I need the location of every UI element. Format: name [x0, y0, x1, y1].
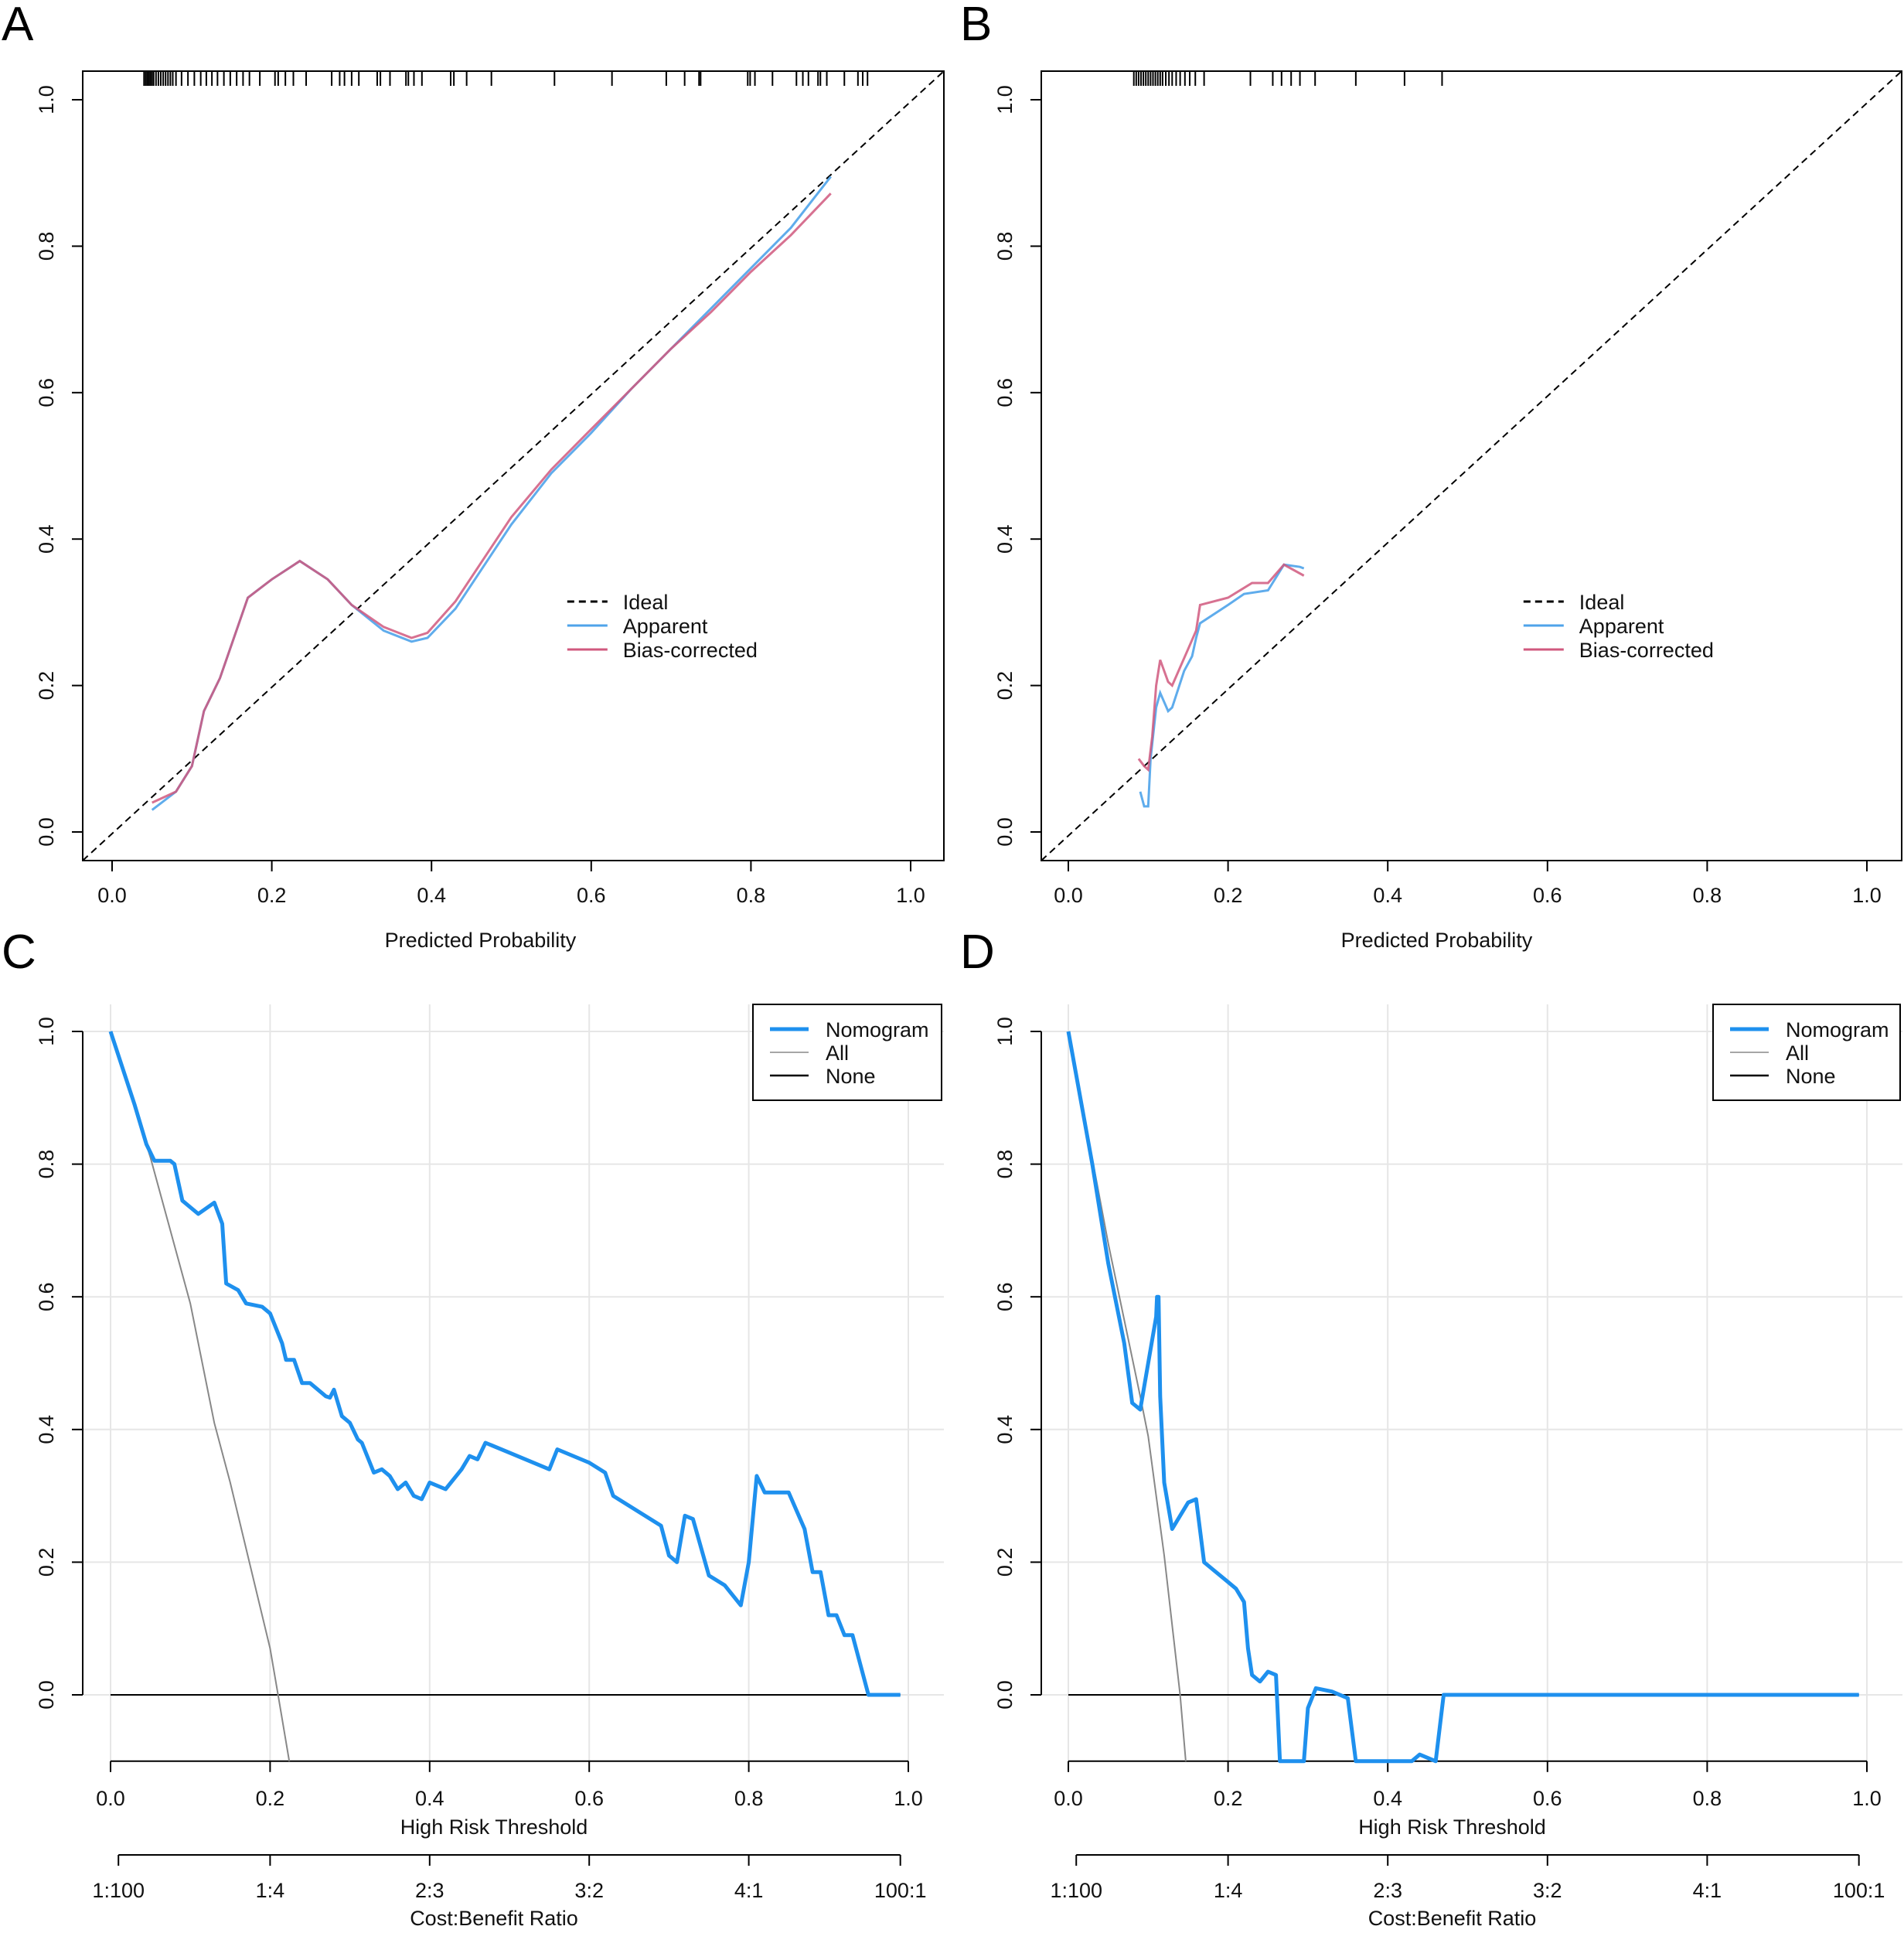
x-axis-title: Predicted Probability	[1341, 929, 1533, 952]
x-tick-label: 0.8	[737, 884, 766, 907]
legend-label: Bias-corrected	[623, 639, 758, 662]
bias-corrected-line	[152, 193, 832, 804]
ideal-line	[1041, 70, 1902, 861]
x-tick-label: 1.0	[1852, 884, 1882, 907]
x-axis-title: Predicted Probability	[385, 929, 577, 952]
plot-box	[1041, 70, 1902, 861]
panel-c: C 0.0 0.2 0.4 0.6 0.8 1.0 0.0 0.2 0.4 0.6 0.8 1.0 Hig…	[2, 926, 944, 1930]
panel-a: A 0.0 0.2 0.4 0.6 0.8 1.0 0.0 0.2 0.4 0.6 0.8 1.0 Pre…	[2, 0, 945, 952]
y-tick-label: 0.6	[35, 1282, 58, 1311]
y-tick-label: 0.0	[993, 817, 1017, 847]
y-tick-label: 0.0	[35, 1680, 58, 1710]
cost-benefit-tick-label: 1:100	[1050, 1879, 1102, 1902]
nomogram-line	[108, 1031, 901, 1697]
legend-label: Ideal	[623, 591, 669, 614]
panel-letter: A	[2, 0, 34, 51]
cost-benefit-tick-label: 100:1	[874, 1879, 927, 1902]
y-tick-label: 0.4	[35, 524, 58, 554]
legend-label: All	[1786, 1042, 1809, 1065]
x-tick-label: 0.6	[1533, 1787, 1562, 1810]
y-tick-label: 1.0	[993, 1017, 1017, 1046]
legend-label: Apparent	[1579, 615, 1664, 638]
y-tick-label: 1.0	[993, 85, 1017, 114]
x-tick-label: 0.2	[1214, 1787, 1243, 1810]
panel-letter: B	[960, 0, 992, 51]
cost-benefit-tick-label: 4:1	[1693, 1879, 1722, 1902]
plot-box	[82, 70, 945, 861]
y-tick-label: 0.2	[993, 671, 1017, 701]
x-tick-label: 0.4	[415, 1787, 444, 1810]
cost-benefit-tick-label: 3:2	[574, 1879, 604, 1902]
legend-label: Nomogram	[1786, 1018, 1889, 1042]
x-tick-label: 0.8	[1693, 1787, 1722, 1810]
legend-label: All	[826, 1042, 849, 1065]
apparent-line	[151, 176, 832, 811]
y-tick-label: 0.8	[35, 232, 58, 261]
y-tick-label: 1.0	[35, 85, 58, 114]
legend-label: Apparent	[623, 615, 708, 638]
x-tick-label: 0.2	[256, 1787, 285, 1810]
y-tick-label: 0.8	[35, 1150, 58, 1179]
panel-letter: C	[2, 926, 36, 979]
x-tick-label: 0.4	[417, 884, 446, 907]
x-tick-label: 1.0	[894, 1787, 923, 1810]
bias-corrected-line	[1137, 563, 1305, 772]
x-tick-label: 0.8	[1693, 884, 1722, 907]
y-tick-label: 0.8	[993, 1150, 1017, 1179]
y-tick-label: 0.6	[35, 378, 58, 407]
x-tick-label: 0.0	[1054, 1787, 1083, 1810]
y-tick-label: 0.2	[993, 1548, 1017, 1577]
x-tick-label: 1.0	[896, 884, 925, 907]
cost-benefit-axis-title: Cost:Benefit Ratio	[1368, 1907, 1537, 1930]
y-tick-label: 0.4	[993, 524, 1017, 554]
nomogram-line	[1066, 1031, 1859, 1764]
x-tick-label: 0.6	[1533, 884, 1562, 907]
y-tick-label: 0.6	[993, 1282, 1017, 1311]
panel-letter: D	[960, 926, 995, 979]
x-axis-title: High Risk Threshold	[400, 1815, 588, 1839]
y-tick-label: 0.4	[993, 1415, 1017, 1444]
cost-benefit-tick-label: 1:4	[1214, 1879, 1243, 1902]
cost-benefit-tick-label: 2:3	[1373, 1879, 1402, 1902]
cost-benefit-tick-label: 1:100	[92, 1879, 145, 1902]
all-line	[110, 1031, 291, 1761]
cost-benefit-tick-label: 3:2	[1533, 1879, 1562, 1902]
y-tick-label: 0.0	[993, 1680, 1017, 1710]
x-tick-label: 0.0	[96, 1787, 125, 1810]
y-tick-label: 0.6	[993, 378, 1017, 407]
cost-benefit-tick-label: 1:4	[256, 1879, 285, 1902]
cost-benefit-tick-label: 100:1	[1833, 1879, 1885, 1902]
x-tick-label: 0.8	[734, 1787, 764, 1810]
legend-label: Ideal	[1579, 591, 1625, 614]
x-tick-label: 0.4	[1373, 1787, 1402, 1810]
panel-b: B 0.0 0.2 0.4 0.6 0.8 1.0 0.0 0.2 0.4 0.6 0.8 1.0 Pre…	[960, 0, 1902, 952]
cost-benefit-tick-label: 4:1	[734, 1879, 764, 1902]
x-tick-label: 0.2	[1214, 884, 1243, 907]
x-tick-label: 0.0	[1054, 884, 1083, 907]
x-tick-label: 0.4	[1373, 884, 1402, 907]
x-tick-label: 0.6	[574, 1787, 604, 1810]
x-tick-label: 1.0	[1852, 1787, 1882, 1810]
all-line	[1068, 1031, 1187, 1761]
y-tick-label: 0.8	[993, 232, 1017, 261]
y-tick-label: 0.2	[35, 671, 58, 701]
apparent-line	[1139, 563, 1305, 808]
legend-label: Bias-corrected	[1579, 639, 1714, 662]
y-tick-label: 0.2	[35, 1548, 58, 1577]
cost-benefit-axis-title: Cost:Benefit Ratio	[410, 1907, 578, 1930]
x-axis-title: High Risk Threshold	[1358, 1815, 1546, 1839]
y-tick-label: 0.4	[35, 1415, 58, 1444]
legend-label: None	[1786, 1065, 1836, 1088]
panel-d: D 0.0 0.2 0.4 0.6 0.8 1.0 0.0 0.2 0.4 0.6 0.8 1.0 Hig…	[960, 926, 1902, 1930]
legend-label: None	[826, 1065, 876, 1088]
y-tick-label: 1.0	[35, 1017, 58, 1046]
legend-label: Nomogram	[826, 1018, 929, 1042]
ideal-line	[82, 70, 945, 861]
x-tick-label: 0.0	[97, 884, 127, 907]
cost-benefit-tick-label: 2:3	[415, 1879, 444, 1902]
x-tick-label: 0.2	[257, 884, 287, 907]
y-tick-label: 0.0	[35, 817, 58, 847]
x-tick-label: 0.6	[577, 884, 606, 907]
